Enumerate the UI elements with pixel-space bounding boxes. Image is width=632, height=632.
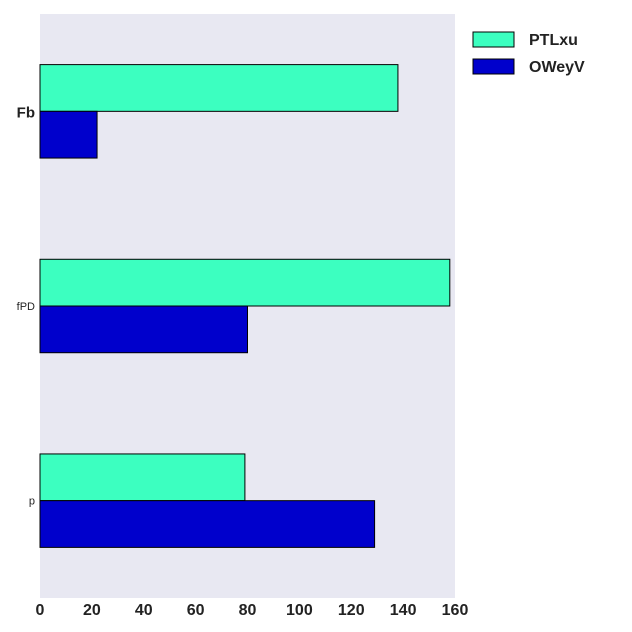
legend-swatch-OWeyV (472, 58, 515, 75)
bar-PTLxu-Fb (39, 64, 399, 112)
x-tick-label: 140 (390, 602, 417, 619)
category-labels: Fb fPD p (17, 104, 35, 507)
legend-swatch-PTLxu (472, 31, 515, 48)
x-tick-label: 40 (135, 602, 153, 619)
bar-OWeyV-p (39, 500, 376, 548)
x-tick-label: 100 (286, 602, 313, 619)
bars-group (39, 64, 451, 548)
legend-label-PTLxu: PTLxu (529, 32, 578, 49)
bar-PTLxu-p (39, 453, 246, 502)
legend-label-OWeyV: OWeyV (529, 59, 585, 76)
bar-PTLxu-fPD (39, 258, 451, 307)
bar-OWeyV-Fb (39, 110, 98, 159)
x-tick-label: 20 (83, 602, 101, 619)
x-tick-label: 80 (239, 602, 257, 619)
category-label: Fb (17, 104, 35, 121)
category-label: fPD (17, 301, 35, 313)
bar-OWeyV-fPD (39, 305, 248, 354)
x-tick-label: 60 (187, 602, 205, 619)
x-tick-label: 160 (442, 602, 469, 619)
category-label: p (29, 496, 35, 508)
x-tick-label: 0 (36, 602, 45, 619)
x-tick-label: 120 (338, 602, 365, 619)
legend: PTLxu OWeyV (472, 31, 585, 76)
x-axis-ticks: 0 20 40 60 80 100 120 140 160 (36, 602, 469, 619)
